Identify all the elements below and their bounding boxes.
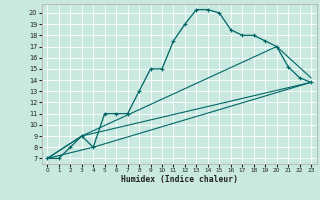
X-axis label: Humidex (Indice chaleur): Humidex (Indice chaleur)	[121, 175, 238, 184]
